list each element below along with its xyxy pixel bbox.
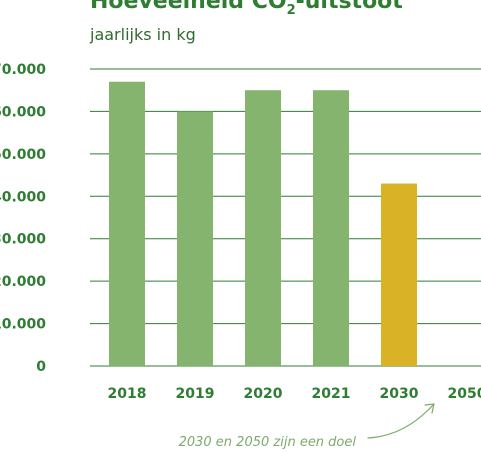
x-tick-label-2050: 2050 [448,386,481,402]
bars [109,81,417,366]
y-tick-labels: 0 10.000 20.000 30.000 40.000 50.000 60.000 70.… [0,62,46,375]
x-tick-label-2030: 2030 [380,386,419,402]
x-tick-labels: 2018 2019 2020 2021 2030 2050 [108,386,481,402]
y-tick-label-4: 40.000 [0,189,46,205]
y-tick-label-6: 60.000 [0,104,46,120]
y-tick-label-5: 50.000 [0,147,46,163]
y-tick-label-2: 20.000 [0,274,46,290]
bar-2018 [109,81,145,366]
x-tick-label-2019: 2019 [176,386,215,402]
chart-title-subscript: 2 [287,3,296,18]
bar-2019 [177,111,213,366]
annotation-arrowhead-icon [424,403,435,414]
chart-title: Hoeveelheid CO2-uitstoot [90,0,403,18]
bar-2021 [313,90,349,366]
gridlines [90,68,481,367]
y-tick-label-7: 70.000 [0,62,46,78]
x-tick-label-2021: 2021 [312,386,351,402]
x-tick-label-2020: 2020 [244,386,283,402]
annotation-arrow-icon [367,403,435,439]
goal-annotation: 2030 en 2050 zijn een doel [179,435,357,450]
x-tick-label-2018: 2018 [108,386,147,402]
chart-subtitle: jaarlijks in kg [89,25,196,44]
y-tick-label-1: 10.000 [0,317,46,333]
bar-2030 [381,183,417,366]
chart-title-suffix: -uitstoot [296,0,404,14]
y-tick-label-3: 30.000 [0,232,46,248]
y-tick-label-0: 0 [36,359,46,375]
chart-title-prefix: Hoeveelheid CO [90,0,287,14]
bar-2020 [245,90,281,366]
